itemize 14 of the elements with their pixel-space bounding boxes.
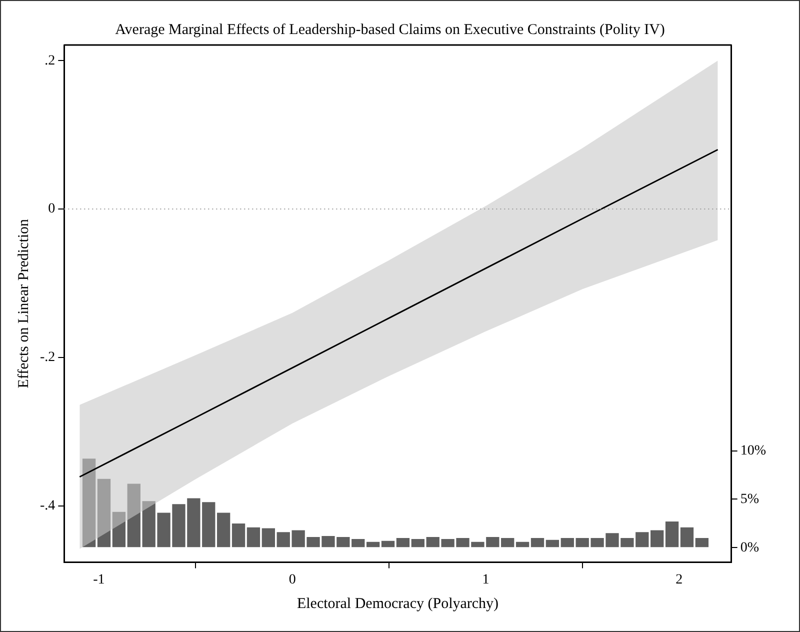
x-axis-title: Electoral Democracy (Polyarchy) — [296, 596, 499, 612]
y-tick-label: -.4 — [40, 498, 56, 514]
x-tick-label: -1 — [93, 572, 105, 588]
x-tick-label: 1 — [482, 572, 490, 588]
y2-tick-label: 5% — [740, 492, 760, 507]
y-tick-label: 0 — [48, 202, 56, 217]
y2-tick-label: 0% — [740, 540, 760, 556]
y-axis-title: Effects on Linear Prediction — [16, 218, 32, 388]
chart-title: Average Marginal Effects of Leadership-based Claims on Executive Constraints (Polity IV) — [115, 22, 665, 38]
y-tick-label: .2 — [44, 53, 56, 68]
y-tick-label: -.2 — [40, 350, 56, 366]
x-tick-label: 2 — [676, 572, 683, 588]
y2-tick-label: 10% — [740, 443, 766, 458]
x-tick-label: 0 — [288, 572, 296, 588]
